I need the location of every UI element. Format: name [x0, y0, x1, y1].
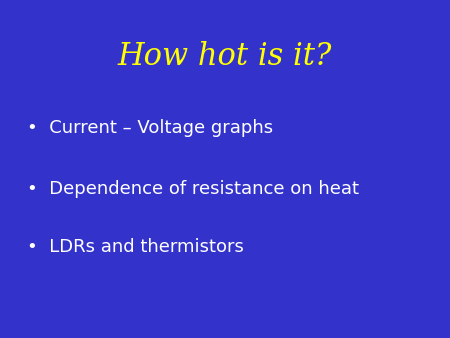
Text: How hot is it?: How hot is it? [118, 41, 332, 72]
Text: •  Dependence of resistance on heat: • Dependence of resistance on heat [27, 180, 359, 198]
Text: •  LDRs and thermistors: • LDRs and thermistors [27, 238, 244, 256]
Text: •  Current – Voltage graphs: • Current – Voltage graphs [27, 119, 273, 138]
